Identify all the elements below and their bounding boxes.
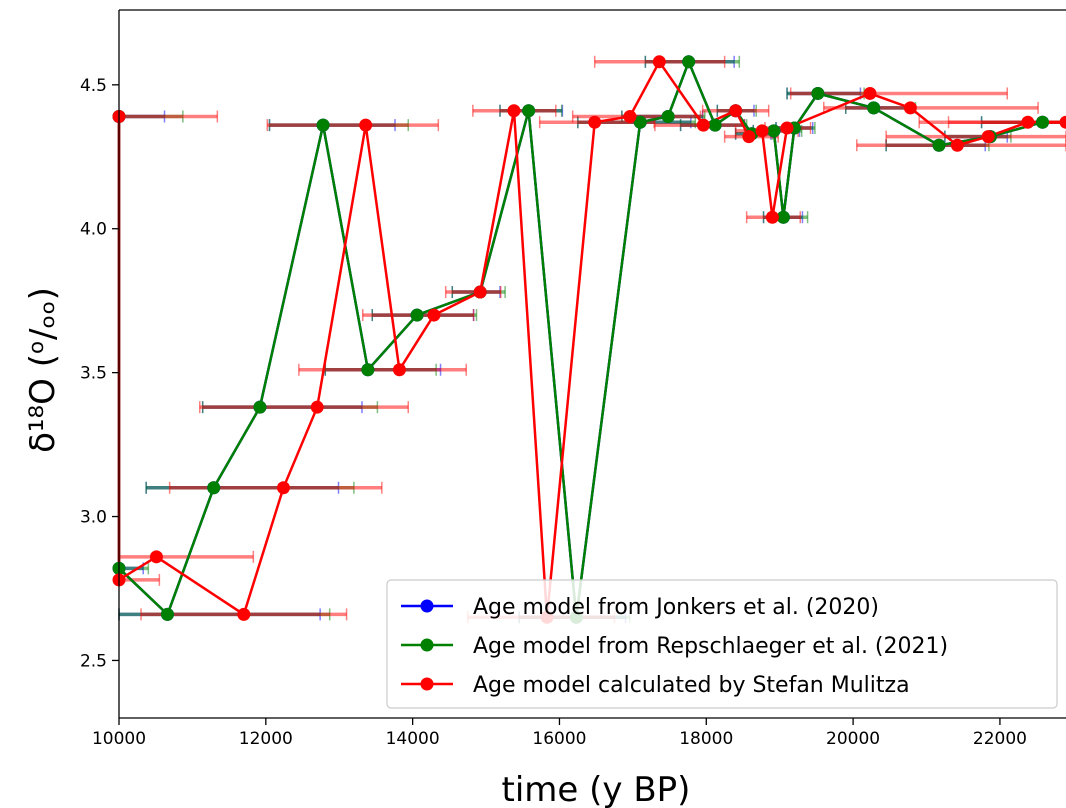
legend-label: Age model from Jonkers et al. (2020) xyxy=(473,595,879,620)
series-3-point xyxy=(742,130,756,144)
series-3-point xyxy=(473,285,487,299)
series-3-point xyxy=(696,118,710,132)
series-3-point xyxy=(588,115,602,129)
series-3-point xyxy=(981,130,995,144)
series-2-point xyxy=(682,55,696,69)
series-2-point xyxy=(708,118,722,132)
series-2-point xyxy=(661,109,675,123)
series-2-point xyxy=(633,115,647,129)
x-tick-label: 20000 xyxy=(826,729,880,749)
legend: Age model from Jonkers et al. (2020) Age … xyxy=(386,579,1058,709)
x-tick-label: 10000 xyxy=(92,729,146,749)
series-3-point xyxy=(863,86,877,100)
x-axis-title: time (y BP) xyxy=(502,770,691,808)
legend-box xyxy=(386,579,1058,709)
legend-marker xyxy=(420,638,434,652)
x-tick-label: 22000 xyxy=(973,729,1027,749)
y-tick-label: 3.5 xyxy=(80,364,107,384)
series-2-point xyxy=(160,607,174,621)
series-2-point xyxy=(361,363,375,377)
series-2-point xyxy=(522,104,536,118)
series-3-point xyxy=(1021,115,1035,129)
series-3-point xyxy=(903,101,917,115)
series-3-point xyxy=(427,308,441,322)
series-3-point xyxy=(765,210,779,224)
series-2-point xyxy=(316,118,330,132)
series-3-point xyxy=(276,481,290,495)
y-tick-label: 4.5 xyxy=(80,76,107,96)
series-3-point xyxy=(652,55,666,69)
y-tick-label: 4.0 xyxy=(80,220,107,240)
axes: 10000 12000 14000 16000 18000 20000 22000 2.5 3.… xyxy=(80,9,1066,749)
series-2-point xyxy=(932,138,946,152)
x-tick-label: 16000 xyxy=(532,729,586,749)
series-3-point xyxy=(310,400,324,414)
series-3-point xyxy=(149,550,163,564)
series-3-point xyxy=(729,104,743,118)
series-3-point xyxy=(950,138,964,152)
x-tick-label: 14000 xyxy=(386,729,440,749)
series-2-point xyxy=(253,400,267,414)
legend-label: Age model from Repschlaeger et al. (2021… xyxy=(473,634,948,659)
series-3-point xyxy=(507,104,521,118)
series-3-point xyxy=(392,363,406,377)
y-tick-label: 3.0 xyxy=(80,508,107,528)
series-3-point xyxy=(780,121,794,135)
legend-marker xyxy=(420,677,434,691)
legend-label: Age model calculated by Stefan Mulitza xyxy=(473,673,910,698)
series-2-point xyxy=(811,86,825,100)
series-3-point xyxy=(359,118,373,132)
series-2-point xyxy=(207,481,221,495)
series-3-point xyxy=(1059,115,1066,129)
series-2-point xyxy=(867,101,881,115)
series-2-point xyxy=(776,210,790,224)
series-2-point xyxy=(767,124,781,138)
legend-marker xyxy=(420,599,434,613)
series-2-point xyxy=(410,308,424,322)
series-2-point xyxy=(1036,115,1050,129)
x-tick-label: 18000 xyxy=(679,729,733,749)
series-3-point xyxy=(755,124,769,138)
y-axis-title: δ¹⁸O (ᵒ/ₒₒ) xyxy=(23,287,63,453)
y-tick-label: 2.5 xyxy=(80,651,107,671)
series-3-point xyxy=(623,109,637,123)
x-tick-label: 12000 xyxy=(239,729,293,749)
series-3-point xyxy=(237,607,251,621)
